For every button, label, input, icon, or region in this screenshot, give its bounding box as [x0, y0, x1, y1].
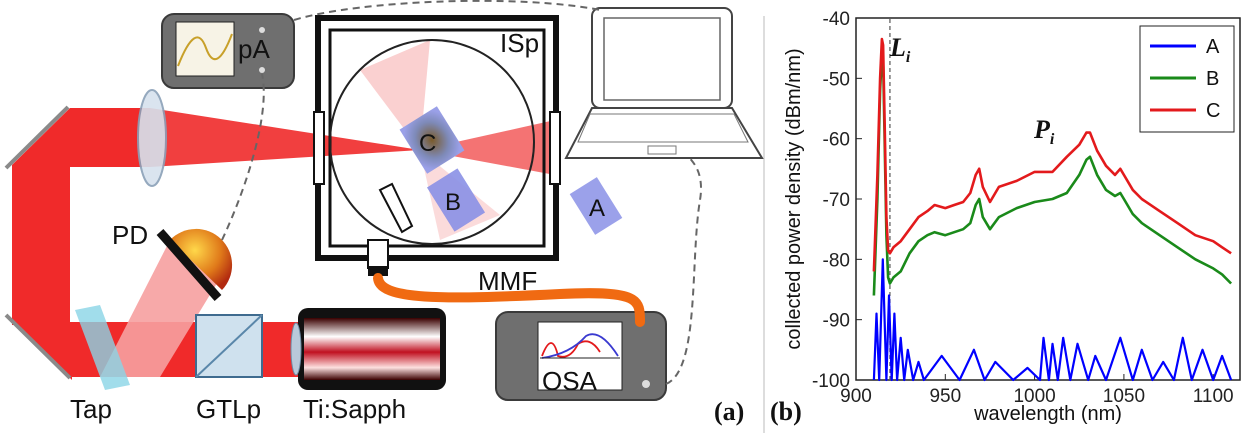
- label-pd: PD: [112, 220, 148, 250]
- panel-b: (b) 900 950 1000 1050 1100 -40 -50 -60 -70 -80 -90…: [770, 9, 1241, 426]
- panel-a-label: (a): [714, 397, 744, 426]
- mmf-fiber: [373, 273, 645, 327]
- sample-b: [426, 168, 486, 232]
- tap-plate: [75, 305, 130, 390]
- x-tick-label-4: 1100: [1193, 386, 1234, 407]
- annotation-plasma: Pi: [1033, 115, 1055, 148]
- x-axis-label: wavelength (nm): [973, 403, 1122, 425]
- y-tick-label-0: -40: [823, 9, 850, 30]
- y-tick-label-6: -100: [812, 371, 850, 392]
- pa-laptop-cable: [293, 0, 601, 21]
- y-tick-label-4: -80: [823, 250, 850, 271]
- mirror-top-left: [4, 105, 70, 170]
- series-line-a: [872, 258, 1233, 382]
- y-tick-label-3: -70: [823, 190, 850, 211]
- label-gtlp: GTLp: [196, 394, 261, 424]
- x-tick-label-0: 900: [840, 386, 872, 407]
- photodiode: [156, 228, 233, 301]
- x-tick-label-1: 950: [929, 386, 961, 407]
- x-tick-label-2: 1000: [1013, 386, 1055, 407]
- label-pa: pA: [238, 34, 270, 64]
- ti-sapph-laser: [290, 308, 446, 390]
- sample-a: [569, 177, 623, 235]
- y-tick-label-5: -90: [823, 311, 850, 332]
- sample-c: [399, 106, 465, 174]
- legend-label-c: C: [1206, 100, 1220, 122]
- axis-ticks: 900 950 1000 1050 1100 -40 -50 -60 -70 -80 -90 -100: [812, 9, 1234, 407]
- y-axis-label: collected power density (dBm/nm): [783, 48, 805, 349]
- label-b: B: [445, 189, 461, 216]
- x-tick-label-3: 1050: [1103, 386, 1145, 407]
- label-a: A: [589, 195, 605, 222]
- label-c: C: [419, 130, 436, 157]
- focusing-lens: [137, 89, 167, 187]
- picoammeter[interactable]: [161, 13, 295, 89]
- gtlp-cube: [195, 314, 263, 378]
- chart: 900 950 1000 1050 1100 -40 -50 -60 -70 -80 -90 -100…: [783, 9, 1241, 425]
- osa[interactable]: [495, 311, 667, 401]
- y-tick-label-2: -60: [823, 130, 850, 151]
- panel-b-label: (b): [770, 397, 802, 426]
- panel-a: pA ISp C B A PD MMF OSA Tap GTLp Ti:Sapp…: [4, 0, 764, 426]
- series-line-b: [872, 52, 1233, 296]
- annotation-laser: Li: [889, 33, 911, 66]
- series-line-c: [872, 37, 1232, 272]
- legend-label-b: B: [1206, 68, 1219, 90]
- label-osa: OSA: [542, 366, 598, 396]
- legend-label-a: A: [1206, 36, 1220, 58]
- osa-laptop-cable: [665, 157, 703, 385]
- label-isp: ISp: [500, 28, 539, 58]
- series-layer: [872, 37, 1233, 382]
- label-tap: Tap: [70, 394, 112, 424]
- laptop-icon[interactable]: [564, 7, 764, 159]
- mirror-bottom-left: [4, 313, 72, 380]
- integrating-sphere: [313, 15, 561, 276]
- legend: A B C: [1139, 25, 1235, 133]
- label-tisapph: Ti:Sapph: [303, 394, 406, 424]
- pd-cable: [221, 73, 265, 241]
- y-tick-label-1: -50: [823, 69, 850, 90]
- label-mmf: MMF: [478, 266, 537, 296]
